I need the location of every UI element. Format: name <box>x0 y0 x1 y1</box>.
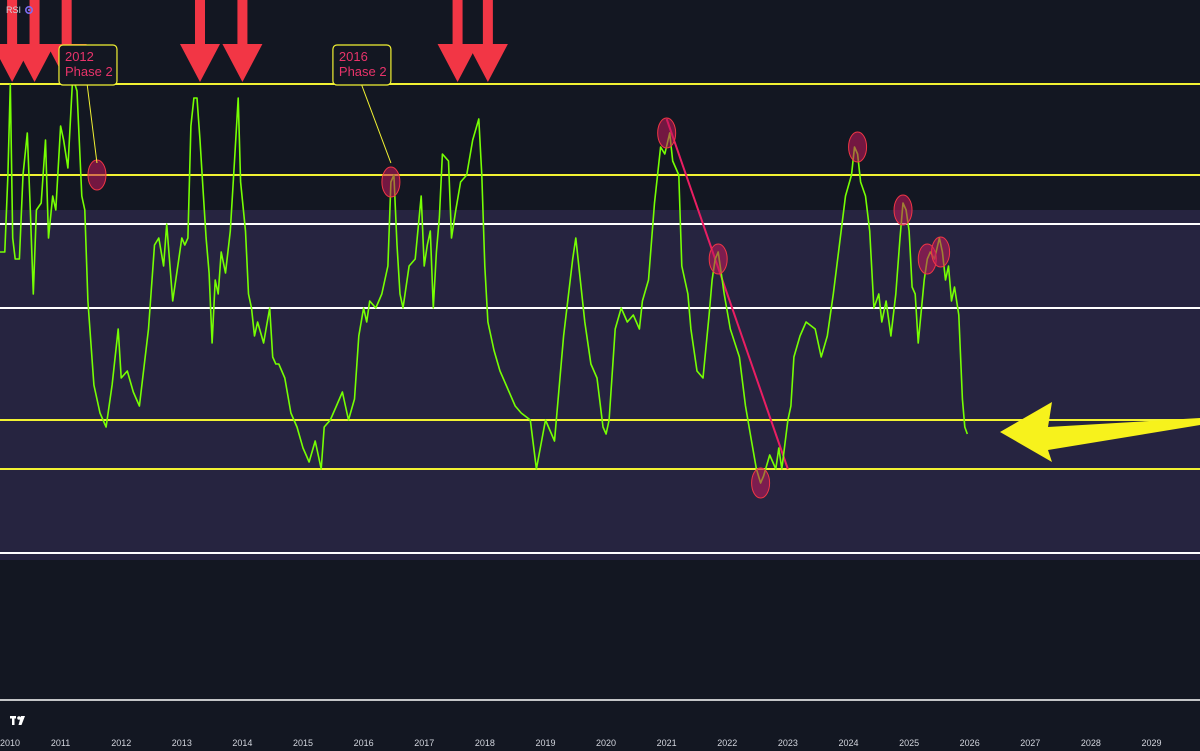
down-arrow <box>180 0 220 82</box>
trendlines <box>665 118 789 470</box>
down-arrow <box>467 0 508 82</box>
callout-box <box>58 44 118 86</box>
rsi-series <box>0 76 969 484</box>
highlight-marker <box>381 166 401 198</box>
x-tick-label: 2017 <box>414 738 434 748</box>
highlight-markers <box>87 117 951 499</box>
down-arrow <box>222 0 263 82</box>
callout-box <box>332 44 392 86</box>
x-tick-label: 2019 <box>535 738 555 748</box>
x-tick-label: 2013 <box>172 738 192 748</box>
highlight-marker <box>657 117 677 149</box>
callout-text: Phase 2 <box>339 64 387 79</box>
highlight-marker <box>893 194 913 226</box>
indicator-settings-icon[interactable] <box>24 6 33 15</box>
x-tick-label: 2015 <box>293 738 313 748</box>
x-tick-label: 2022 <box>717 738 737 748</box>
highlight-marker <box>87 159 107 191</box>
x-tick-label: 2025 <box>899 738 919 748</box>
trendline <box>665 118 789 470</box>
down-arrow <box>14 0 55 82</box>
x-tick-label: 2029 <box>1141 738 1161 748</box>
band-fill <box>0 210 1200 560</box>
rsi-band <box>0 210 1200 560</box>
down-arrow <box>0 0 33 82</box>
indicator-name: RSI <box>6 5 21 15</box>
x-tick-label: 2014 <box>232 738 252 748</box>
x-tick-label: 2018 <box>475 738 495 748</box>
x-tick-label: 2028 <box>1081 738 1101 748</box>
callout-pointer <box>360 82 392 164</box>
down-arrow <box>437 0 478 82</box>
callout-text: 2016 <box>339 49 368 64</box>
rsi-line <box>0 76 969 484</box>
tradingview-logo <box>10 716 25 725</box>
left-arrow <box>1000 402 1200 462</box>
x-tick-label: 2026 <box>960 738 980 748</box>
highlight-marker <box>708 243 728 275</box>
x-tick-label: 2023 <box>778 738 798 748</box>
highlight-marker <box>751 467 771 499</box>
callout-text: Phase 2 <box>65 64 113 79</box>
x-tick-label: 2021 <box>657 738 677 748</box>
highlight-marker <box>931 236 951 268</box>
level-lines <box>0 83 1200 554</box>
x-axis: 2010 2011 2012 2013 2014 2015 2016 2017 2018 2019… <box>0 738 1162 748</box>
annotation-arrows <box>0 0 1200 462</box>
x-tick-label: 2016 <box>354 738 374 748</box>
callout-text: 2012 <box>65 49 94 64</box>
x-tick-label: 2020 <box>596 738 616 748</box>
x-tick-label: 2027 <box>1020 738 1040 748</box>
x-tick-label: 2011 <box>51 738 70 748</box>
x-tick-label: 2024 <box>838 738 858 748</box>
highlight-marker <box>848 131 868 163</box>
x-tick-label: 2012 <box>111 738 131 748</box>
x-tick-label: 2010 <box>0 738 20 748</box>
callout-pointer <box>86 82 98 164</box>
